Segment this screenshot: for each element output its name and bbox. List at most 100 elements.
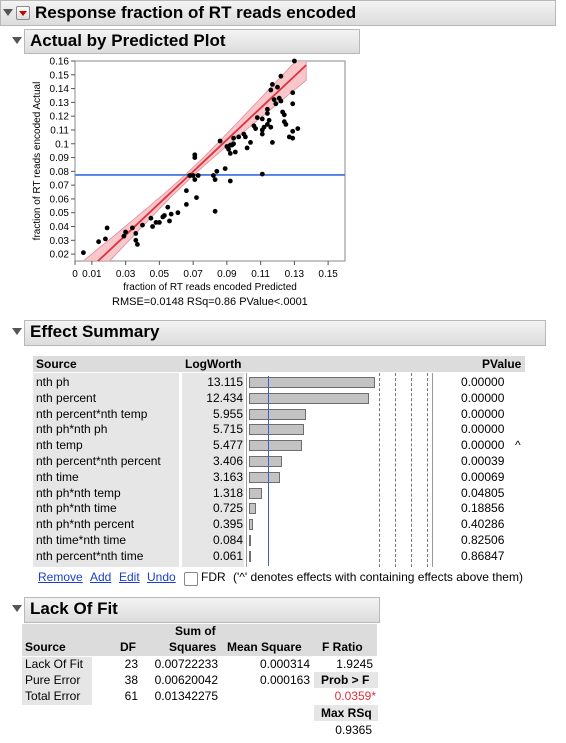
fdr-checkbox[interactable]	[184, 572, 198, 586]
x-tick-label: 0.09	[217, 269, 237, 280]
data-point	[273, 101, 279, 107]
lof-row-lackoffit-ss: 0.00722233	[154, 657, 218, 671]
data-point	[123, 229, 128, 235]
data-point	[168, 211, 174, 217]
data-point	[175, 210, 181, 216]
lof-row-pureerror-source: Pure Error	[25, 673, 81, 687]
logworth-bar	[249, 392, 369, 404]
effect-row-pvalue: 0.00039	[461, 454, 505, 468]
data-point	[157, 220, 162, 225]
effect-row-source[interactable]: nth ph	[36, 375, 70, 389]
plot-disclosure-icon[interactable]	[12, 37, 22, 44]
effect-row-logworth: 13.115	[207, 375, 243, 389]
effect-source-column-bg	[33, 373, 179, 567]
effect-row-logworth: 5.955	[212, 406, 243, 421]
effect-row-pvalue: 0.00000	[461, 406, 505, 421]
y-tick-label: 0.13	[50, 98, 70, 109]
data-point	[148, 215, 154, 221]
data-point	[96, 239, 101, 245]
lof-row-lackoffit-df: 23	[124, 657, 138, 671]
plot-section-title: Actual by Predicted Plot	[30, 31, 226, 50]
effect-row-source[interactable]: nth time	[36, 469, 79, 484]
effect-row-source[interactable]: nth percent*nth temp	[36, 406, 148, 421]
data-point	[231, 135, 237, 141]
fit-line	[96, 64, 307, 261]
effect-row-logworth: 3.163	[212, 469, 243, 484]
effect-row-source[interactable]: nth percent	[36, 390, 97, 405]
effect-row-source[interactable]: nth ph*nth temp	[36, 485, 121, 500]
effect-row-logworth: 0.061	[212, 548, 243, 563]
effect-row-source[interactable]: nth percent*nth percent	[36, 454, 161, 468]
chart-svg: 0.02 0.03 0.04 0.05 0.06 0.07 0.08 0.09 0.1 0.11 0…	[32, 57, 346, 293]
report-disclosure-icon[interactable]	[3, 9, 13, 16]
report-menu-icon[interactable]	[16, 6, 30, 20]
data-point	[268, 124, 274, 130]
remove-link[interactable]: Remove	[38, 570, 83, 584]
data-point	[103, 236, 108, 242]
data-point	[165, 204, 171, 210]
effect-row-pvalue: 0.86847	[461, 548, 505, 563]
add-link[interactable]: Add	[90, 570, 112, 584]
data-point	[254, 115, 260, 120]
data-point	[232, 149, 238, 155]
data-point	[244, 145, 250, 151]
effect-col-pvalue: PValue	[482, 357, 522, 371]
data-point	[290, 90, 296, 96]
data-point	[192, 152, 198, 158]
y-tick-label: 0.09	[50, 153, 70, 164]
plot-section-header	[24, 29, 360, 54]
x-axis-label: fraction of RT reads encoded Predicted	[123, 282, 297, 293]
data-point	[281, 112, 287, 118]
y-tick-label: 0.16	[50, 57, 70, 68]
data-point	[214, 168, 220, 174]
effect-row-source[interactable]: nth percent*nth time	[36, 548, 144, 563]
lof-row-lackoffit-ms: 0.000314	[259, 657, 310, 671]
effect-row-source[interactable]: nth temp	[36, 438, 83, 453]
data-point	[275, 84, 280, 90]
effect-row-source[interactable]: nth ph*nth ph	[36, 422, 108, 437]
data-point	[184, 188, 189, 194]
lof-row-pureerror-df: 38	[124, 673, 138, 687]
data-point	[248, 140, 253, 145]
data-point	[236, 134, 242, 140]
logworth-bar	[249, 471, 280, 483]
data-point	[135, 242, 140, 247]
effect-row-logworth: 12.434	[206, 390, 243, 405]
data-point	[150, 224, 156, 229]
y-tick-label: 0.07	[50, 181, 70, 192]
y-tick-label: 0.03	[50, 236, 70, 247]
logworth-bar	[249, 535, 251, 546]
effect-section-title: Effect Summary	[30, 322, 160, 341]
effect-disclosure-icon[interactable]	[12, 328, 22, 335]
actual-by-predicted-chart: 0.02 0.03 0.04 0.05 0.06 0.07 0.08 0.09 0.1 0.11 0…	[0, 56, 360, 316]
lof-section-header	[24, 597, 380, 623]
lof-row-pureerror-ss: 0.00620042	[154, 673, 218, 687]
lof-disclosure-icon[interactable]	[12, 605, 22, 612]
edit-link[interactable]: Edit	[119, 570, 140, 584]
effect-row-source[interactable]: nth ph*nth percent	[36, 517, 135, 532]
effect-row-source[interactable]: nth ph*nth time	[36, 501, 117, 516]
x-tick-label: 0	[72, 269, 78, 280]
lof-col-ms: Mean Square	[227, 640, 302, 654]
data-point	[231, 141, 237, 147]
fdr-label: FDR	[201, 570, 226, 584]
effect-note: ('^' denotes effects with containing eff…	[233, 570, 523, 584]
data-point	[278, 98, 284, 104]
significance-threshold-line	[268, 376, 269, 566]
effect-row-logworth: 1.318	[212, 485, 243, 500]
data-point	[222, 166, 228, 171]
lof-col-f: F Ratio	[322, 640, 363, 654]
effect-row-source[interactable]: nth time*nth time	[36, 533, 127, 547]
logworth-bar	[249, 377, 376, 388]
data-point	[292, 58, 297, 64]
data-point	[212, 208, 218, 214]
x-tick-label: 0.03	[116, 269, 136, 280]
undo-link[interactable]: Undo	[147, 570, 176, 584]
data-point	[192, 177, 198, 182]
y-tick-label: 0.14	[50, 84, 70, 95]
report-title: Response fraction of RT reads encoded	[35, 3, 357, 22]
y-tick-label: 0.11	[50, 125, 69, 136]
data-point	[130, 225, 135, 231]
data-point	[270, 140, 275, 145]
effect-row-logworth: 0.084	[212, 533, 243, 547]
